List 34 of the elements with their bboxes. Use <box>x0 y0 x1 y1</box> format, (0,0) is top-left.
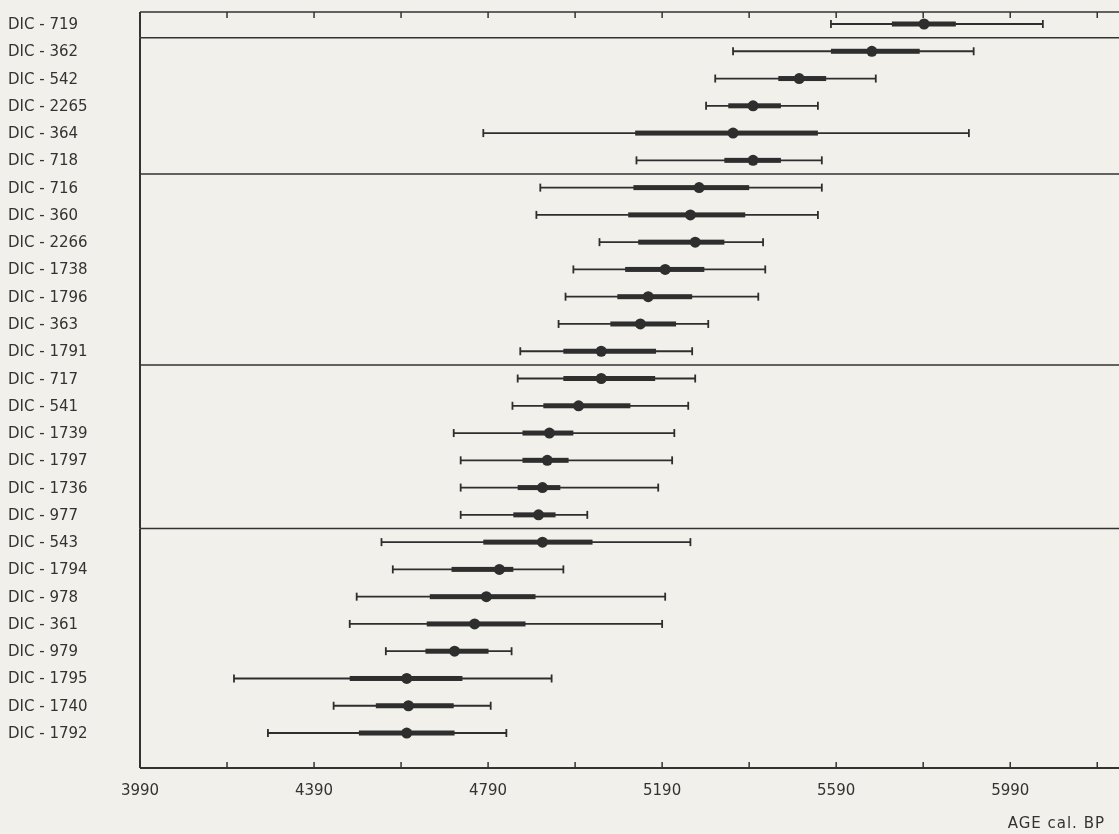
x-tick-label: 4790 <box>469 781 508 799</box>
x-tick-label: 5190 <box>643 781 682 799</box>
y-tick-label: DIC - 1791 <box>8 342 88 361</box>
y-tick-label: DIC - 1736 <box>8 478 88 497</box>
y-tick-label: DIC - 543 <box>8 533 79 552</box>
y-tick-label: DIC - 1739 <box>8 424 88 443</box>
y-tick-label: DIC - 541 <box>8 396 79 415</box>
y-tick-label: DIC - 1738 <box>8 260 88 279</box>
x-axis-title: AGE cal. BP <box>1007 814 1105 832</box>
y-tick-label: DIC - 1792 <box>8 724 88 743</box>
y-tick-label: DIC - 1740 <box>8 696 88 715</box>
y-tick-label: DIC - 360 <box>8 205 79 224</box>
y-tick-label: DIC - 1797 <box>8 451 88 470</box>
y-tick-label: DIC - 542 <box>8 69 79 88</box>
y-tick-label: DIC - 1794 <box>8 560 88 579</box>
y-tick-label: DIC - 978 <box>8 587 79 606</box>
y-tick-label: DIC - 361 <box>8 614 79 633</box>
x-tick-label: 3990 <box>120 781 160 799</box>
y-tick-label: DIC - 363 <box>8 314 79 333</box>
y-tick-label: DIC - 364 <box>8 124 79 143</box>
y-tick-label: DIC - 1795 <box>8 669 88 688</box>
y-tick-label: DIC - 718 <box>8 151 79 170</box>
x-tick-label: 5990 <box>991 781 1030 799</box>
y-tick-label: DIC - 1796 <box>8 287 88 306</box>
y-tick-label: DIC - 2266 <box>8 233 88 252</box>
y-tick-label: DIC - 717 <box>8 369 79 388</box>
x-tick-label: 4390 <box>294 781 334 799</box>
y-tick-label: DIC - 719 <box>8 15 79 33</box>
y-tick-label: DIC - 362 <box>8 42 79 61</box>
y-tick-label: DIC - 977 <box>8 505 79 524</box>
y-tick-label: DIC - 716 <box>8 178 79 197</box>
x-tick-label: 5590 <box>817 781 856 799</box>
y-tick-label: DIC - 979 <box>8 642 79 661</box>
y-tick-label: DIC - 2265 <box>8 96 88 115</box>
